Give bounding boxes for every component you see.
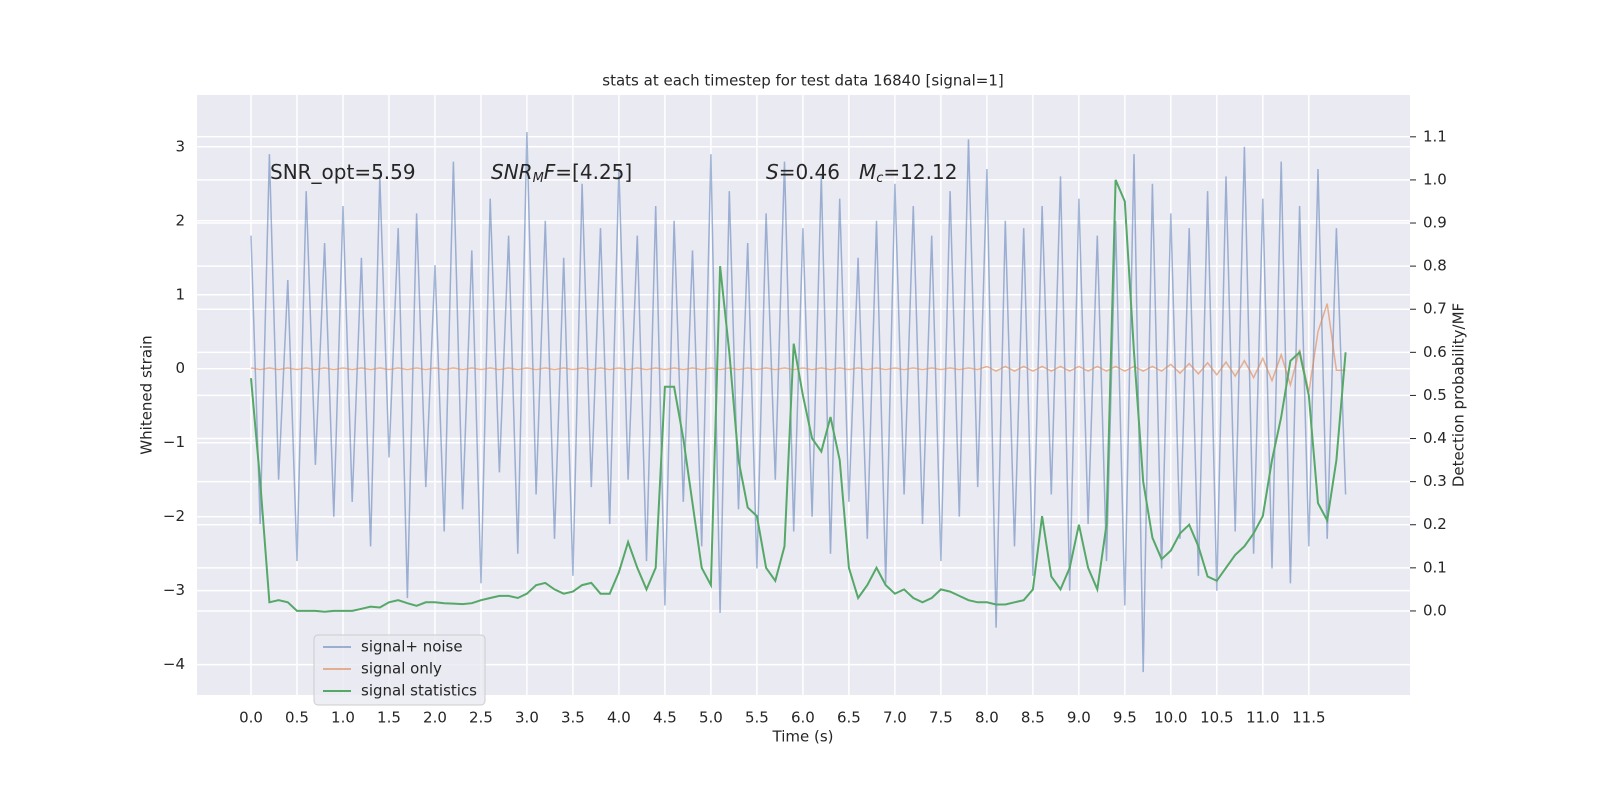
- x-tick-label: 11.5: [1292, 709, 1325, 727]
- y2-tick-label: 0.7: [1423, 300, 1447, 318]
- legend-label: signal+ noise: [361, 638, 463, 656]
- y2-tick-label: 0.0: [1423, 601, 1447, 619]
- x-tick-label: 9.0: [1067, 709, 1091, 727]
- x-tick-label: 10.0: [1154, 709, 1187, 727]
- x-tick-label: 4.5: [653, 709, 677, 727]
- annotation-part: S: [766, 160, 779, 184]
- x-tick-label: 5.5: [745, 709, 769, 727]
- annotation: Mc=12.12: [859, 160, 957, 186]
- annotation-part: =[4.25]: [555, 160, 632, 184]
- legend-label: signal statistics: [361, 682, 477, 700]
- y2-axis-label: Detection probability/MF: [1450, 303, 1468, 487]
- x-tick-label: 4.0: [607, 709, 631, 727]
- x-tick-label: 2.0: [423, 709, 447, 727]
- y-tick-label: −2: [163, 507, 185, 525]
- x-tick-label: 0.5: [285, 709, 309, 727]
- y2-tick-label: 1.0: [1423, 170, 1447, 188]
- series-line: [250, 131, 1347, 673]
- x-tick-label: 3.5: [561, 709, 585, 727]
- legend-box: [313, 634, 486, 706]
- annotation-part: =0.46: [779, 160, 840, 184]
- annotation-part: M: [859, 160, 876, 184]
- x-tick-label: 6.0: [791, 709, 815, 727]
- y-tick-label: 1: [175, 285, 185, 303]
- annotation-part: c: [876, 171, 883, 186]
- annotation-part: =12.12: [883, 160, 957, 184]
- y-tick-label: −1: [163, 433, 185, 451]
- y-axis-label: Whitened strain: [138, 335, 156, 454]
- chart-title: stats at each timestep for test data 168…: [602, 72, 1003, 90]
- x-tick-label: 7.5: [929, 709, 953, 727]
- annotation-part: SNR_opt=5.59: [270, 160, 416, 184]
- y-tick-label: 0: [175, 359, 185, 377]
- x-axis-label: Time (s): [772, 728, 834, 746]
- y-tick-label: 3: [175, 137, 185, 155]
- annotation: SNRMF=[4.25]: [491, 160, 632, 186]
- x-tick-label: 10.5: [1200, 709, 1233, 727]
- x-tick-label: 11.0: [1246, 709, 1279, 727]
- legend-label: signal only: [361, 660, 442, 678]
- annotation: S=0.46: [766, 160, 840, 184]
- series-line: [250, 179, 1347, 613]
- annotation: SNR_opt=5.59: [270, 160, 416, 184]
- y2-tick-label: 0.1: [1423, 558, 1447, 576]
- y2-tick-label: 0.9: [1423, 214, 1447, 232]
- y-tick-label: −4: [163, 655, 185, 673]
- x-tick-label: 8.0: [975, 709, 999, 727]
- lines: [250, 131, 1347, 673]
- x-tick-label: 0.0: [239, 709, 263, 727]
- y-tick-label: −3: [163, 581, 185, 599]
- y-tick-label: 2: [175, 211, 185, 229]
- y2-tick-label: 0.3: [1423, 472, 1447, 490]
- x-tick-label: 3.0: [515, 709, 539, 727]
- annotation-part: M: [533, 171, 544, 186]
- x-tick-label: 2.5: [469, 709, 493, 727]
- y2-tick-label: 0.4: [1423, 429, 1447, 447]
- y2-tick-label: 0.2: [1423, 515, 1447, 533]
- y2-tick-label: 0.8: [1423, 257, 1447, 275]
- x-tick-label: 9.5: [1113, 709, 1137, 727]
- x-tick-label: 1.0: [331, 709, 355, 727]
- y2-tick-label: 1.1: [1423, 127, 1447, 145]
- x-tick-label: 8.5: [1021, 709, 1045, 727]
- x-tick-label: 1.5: [377, 709, 401, 727]
- x-tick-label: 6.5: [837, 709, 861, 727]
- x-tick-label: 7.0: [883, 709, 907, 727]
- annotation-part: SNR: [491, 160, 533, 184]
- x-tick-label: 5.0: [699, 709, 723, 727]
- y2-tick-label: 0.6: [1423, 343, 1447, 361]
- y2-tick-label: 0.5: [1423, 386, 1447, 404]
- annotation-part: F: [544, 160, 556, 184]
